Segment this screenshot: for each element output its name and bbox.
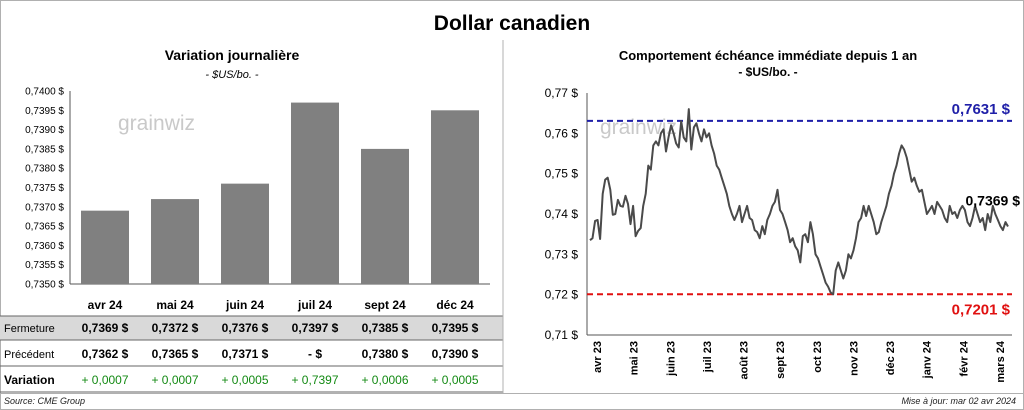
y-tick-label: 0,7350 $ (25, 280, 64, 291)
y-tick-label: 0,75 $ (545, 167, 579, 181)
high-label: 0,7631 $ (952, 101, 1011, 118)
watermark-logo: grainwiz (600, 116, 677, 139)
bar (431, 110, 479, 284)
y-tick-label: 0,71 $ (545, 328, 579, 342)
table-cell: + 0,0005 (221, 373, 268, 387)
line-chart-title: Comportement échéance immédiate depuis 1… (619, 48, 917, 63)
x-category-label: juin 24 (225, 298, 264, 312)
bar (151, 199, 199, 284)
bar (221, 183, 269, 284)
footer-divider (0, 393, 1024, 394)
table-cell: 0,7380 $ (362, 347, 409, 361)
x-month-label: oct 23 (812, 341, 824, 373)
bar (291, 102, 339, 284)
table-row-label: Précédent (4, 349, 54, 361)
table-cell: 0,7376 $ (222, 321, 269, 335)
x-month-label: juil 23 (702, 341, 714, 373)
x-category-label: juil 24 (297, 298, 332, 312)
y-tick-label: 0,7370 $ (25, 202, 64, 213)
x-month-label: févr 24 (958, 340, 970, 376)
source-note: Source: CME Group (4, 396, 86, 406)
y-tick-label: 0,7395 $ (25, 106, 64, 117)
x-month-label: août 23 (739, 341, 751, 380)
bar (81, 210, 129, 284)
y-tick-label: 0,7380 $ (25, 164, 64, 175)
table-cell: 0,7390 $ (432, 347, 479, 361)
y-tick-label: 0,7365 $ (25, 222, 64, 233)
table-cell: + 0,7397 (291, 373, 338, 387)
bar-chart-title: Variation journalière (165, 47, 300, 63)
bar (361, 148, 409, 284)
watermark-logo: grainwiz (118, 112, 195, 135)
table-cell: + 0,0007 (81, 373, 128, 387)
table-row-label: Variation (4, 373, 55, 387)
x-category-label: sept 24 (364, 298, 406, 312)
x-category-label: déc 24 (436, 298, 474, 312)
page-title: Dollar canadien (433, 12, 591, 35)
y-tick-label: 0,73 $ (545, 247, 579, 261)
x-month-label: mai 23 (629, 341, 641, 375)
bar-chart-subtitle: - $US/bo. - (205, 69, 259, 81)
y-tick-label: 0,7400 $ (25, 87, 64, 98)
table-row-label: Fermeture (4, 323, 55, 335)
x-month-label: nov 23 (849, 341, 861, 376)
update-note: Mise à jour: mar 02 avr 2024 (901, 396, 1016, 406)
y-tick-label: 0,72 $ (545, 288, 579, 302)
table-cell: 0,7365 $ (152, 347, 199, 361)
x-month-label: avr 23 (592, 341, 604, 373)
y-tick-label: 0,7360 $ (25, 241, 64, 252)
x-month-label: sept 23 (775, 341, 787, 379)
y-tick-label: 0,7385 $ (25, 144, 64, 155)
line-chart-subtitle: - $US/bo. - (738, 65, 797, 79)
y-tick-label: 0,7390 $ (25, 125, 64, 136)
x-category-label: avr 24 (88, 298, 123, 312)
x-month-label: déc 23 (885, 341, 897, 375)
y-tick-label: 0,7375 $ (25, 183, 64, 194)
table-cell: 0,7371 $ (222, 347, 269, 361)
x-month-label: juin 23 (665, 341, 677, 377)
low-label: 0,7201 $ (952, 301, 1011, 318)
table-cell: 0,7369 $ (82, 321, 129, 335)
last-value-label: 0,7369 $ (966, 193, 1021, 209)
row-highlight (0, 316, 503, 340)
y-tick-label: 0,76 $ (545, 126, 579, 140)
y-tick-label: 0,74 $ (545, 207, 579, 221)
y-tick-label: 0,77 $ (545, 86, 579, 100)
table-cell: 0,7385 $ (362, 321, 409, 335)
y-tick-label: 0,7355 $ (25, 260, 64, 271)
x-month-label: mars 24 (995, 340, 1007, 382)
table-cell: - $ (308, 347, 322, 361)
table-cell: 0,7372 $ (152, 321, 199, 335)
table-cell: + 0,0006 (361, 373, 408, 387)
table-cell: 0,7362 $ (82, 347, 129, 361)
table-cell: + 0,0007 (151, 373, 198, 387)
x-category-label: mai 24 (156, 298, 194, 312)
table-cell: 0,7395 $ (432, 321, 479, 335)
table-cell: 0,7397 $ (292, 321, 339, 335)
x-month-label: janv 24 (922, 340, 934, 379)
price-line (589, 108, 1009, 296)
table-cell: + 0,0005 (431, 373, 478, 387)
